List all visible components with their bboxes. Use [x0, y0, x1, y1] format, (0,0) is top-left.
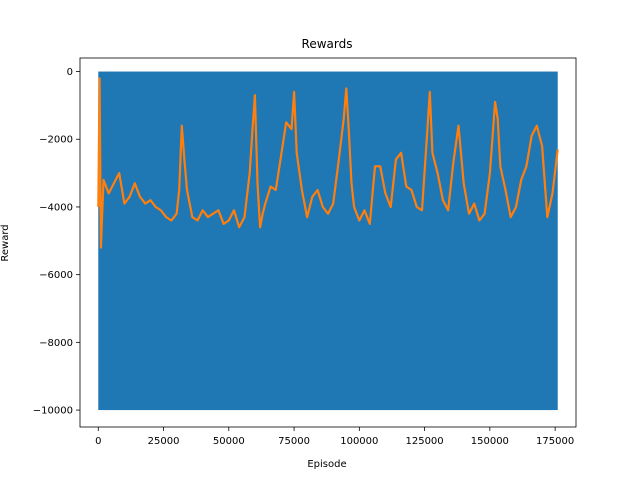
x-axis-label: Episode [307, 459, 346, 470]
y-tick-label: −6000 [39, 270, 73, 281]
x-tick-label: 150000 [471, 436, 509, 447]
series-layer [97, 71, 559, 411]
x-axis-ticks: 0 25000 50000 75000 100000 125000 150000 175000 [95, 427, 574, 447]
x-tick-label: 50000 [213, 436, 245, 447]
plot-frame [79, 57, 577, 428]
x-tick-label: 175000 [536, 436, 574, 447]
series-1-band [98, 71, 558, 411]
y-axis-label: Reward [0, 224, 11, 261]
y-tick-label: −10000 [33, 406, 73, 417]
chart-title: Rewards [302, 37, 353, 51]
y-tick-label: −8000 [39, 338, 73, 349]
x-tick-label: 75000 [278, 436, 310, 447]
y-tick-label: −4000 [39, 202, 73, 213]
x-tick-label: 25000 [148, 436, 180, 447]
x-tick-label: 0 [95, 436, 101, 447]
y-tick-label: 0 [67, 67, 73, 78]
x-tick-label: 125000 [405, 436, 443, 447]
series-2-line [97, 77, 559, 249]
y-axis-ticks: 0 −2000 −4000 −6000 −8000 −10000 [33, 67, 80, 417]
x-tick-label: 100000 [340, 436, 378, 447]
y-tick-label: −2000 [39, 135, 73, 146]
